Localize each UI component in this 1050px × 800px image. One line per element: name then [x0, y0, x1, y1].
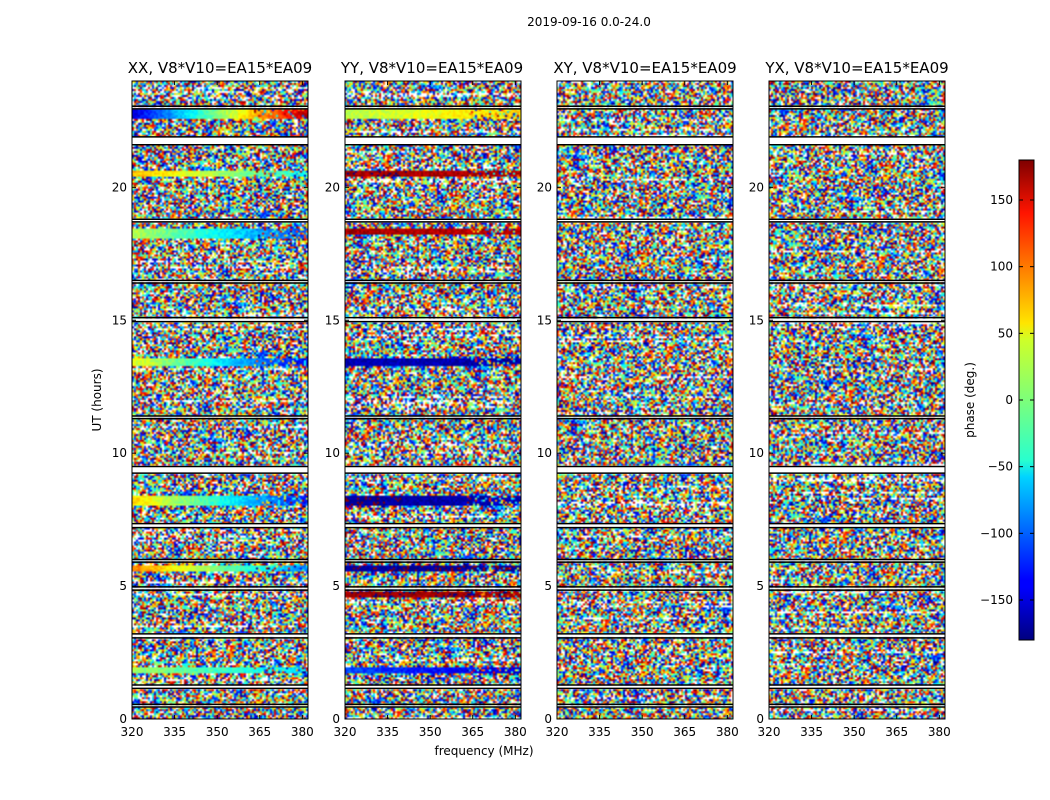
x-tick-label: 350: [631, 725, 654, 739]
panel-title: YX, V8*V10=EA15*EA09: [764, 59, 948, 77]
plot-area: [556, 80, 734, 720]
y-tick-label: 10: [112, 446, 127, 460]
colorbar: 150 100 50 0 −50 −100 −150 phase (deg.): [963, 159, 1035, 641]
y-tick-label: 0: [119, 712, 127, 726]
y-tick-label: 15: [112, 313, 127, 327]
x-ticks: 320 335 350 365 380: [546, 81, 739, 739]
y-tick-label: 5: [544, 579, 552, 593]
y-tick-label: 15: [537, 313, 552, 327]
axes-frame: [131, 80, 309, 720]
colorbar-tick-label: 50: [998, 326, 1013, 340]
colorbar-tick-label: 100: [990, 260, 1013, 274]
colorbar-tick-label: −150: [980, 593, 1013, 607]
x-axis-label: frequency (MHz): [434, 744, 533, 758]
plot-area: [344, 80, 522, 720]
y-tick-label: 15: [325, 313, 340, 327]
phase-heatmap: [557, 81, 733, 719]
y-tick-label: 5: [756, 579, 764, 593]
x-tick-label: 320: [334, 725, 357, 739]
y-tick-label: 20: [112, 180, 127, 194]
x-tick-label: 380: [928, 725, 951, 739]
y-tick-label: 0: [756, 712, 764, 726]
y-ticks: 0 5 10 15 20: [112, 180, 308, 726]
x-ticks: 320 335 350 365 380: [121, 81, 314, 739]
y-tick-label: 20: [537, 180, 552, 194]
y-tick-label: 5: [332, 579, 340, 593]
phase-heatmap: [769, 81, 945, 719]
colorbar-tick-label: −50: [988, 460, 1013, 474]
y-ticks: 0 5 10 15 20: [749, 180, 945, 726]
axes-frame: [556, 80, 734, 720]
x-tick-label: 380: [504, 725, 527, 739]
figure-suptitle: 2019-09-16 0.0-24.0: [527, 15, 651, 29]
x-tick-label: 320: [121, 725, 144, 739]
phase-heatmap: [345, 81, 521, 719]
x-tick-label: 350: [206, 725, 229, 739]
colorbar-tick-label: 0: [1005, 393, 1013, 407]
colorbar-tick-label: −100: [980, 526, 1013, 540]
x-ticks: 320 335 350 365 380: [334, 81, 527, 739]
panel-title: XY, V8*V10=EA15*EA09: [553, 59, 736, 77]
y-tick-label: 10: [537, 446, 552, 460]
x-ticks: 320 335 350 365 380: [758, 81, 951, 739]
y-tick-label: 15: [749, 313, 764, 327]
y-ticks: 0 5 10 15 20: [537, 180, 733, 726]
y-tick-label: 5: [119, 579, 127, 593]
x-tick-label: 380: [716, 725, 739, 739]
x-tick-label: 350: [419, 725, 442, 739]
colorbar-ticks: 150 100 50 0 −50 −100 −150: [980, 193, 1034, 607]
y-ticks: 0 5 10 15 20: [325, 180, 521, 726]
x-tick-label: 320: [758, 725, 781, 739]
x-tick-label: 335: [588, 725, 611, 739]
x-tick-label: 380: [291, 725, 314, 739]
y-tick-label: 20: [325, 180, 340, 194]
y-tick-label: 20: [749, 180, 764, 194]
phase-heatmap: [132, 81, 308, 719]
panel-title: YY, V8*V10=EA15*EA09: [340, 59, 523, 77]
x-tick-label: 335: [163, 725, 186, 739]
y-tick-label: 10: [325, 446, 340, 460]
y-axis-label: UT (hours): [90, 368, 104, 431]
x-tick-label: 365: [248, 725, 271, 739]
axes-frame: [344, 80, 522, 720]
x-tick-label: 335: [800, 725, 823, 739]
x-tick-label: 350: [843, 725, 866, 739]
x-tick-label: 335: [376, 725, 399, 739]
x-tick-label: 320: [546, 725, 569, 739]
x-tick-label: 365: [885, 725, 908, 739]
y-tick-label: 10: [749, 446, 764, 460]
y-tick-label: 0: [544, 712, 552, 726]
x-tick-label: 365: [673, 725, 696, 739]
plot-area: [131, 80, 309, 720]
x-tick-label: 365: [461, 725, 484, 739]
colorbar-tick-label: 150: [990, 193, 1013, 207]
axes-frame: [768, 80, 946, 720]
colorbar-label: phase (deg.): [963, 362, 977, 438]
panel-title: XX, V8*V10=EA15*EA09: [128, 59, 312, 77]
y-tick-label: 0: [332, 712, 340, 726]
plot-area: [768, 80, 946, 720]
